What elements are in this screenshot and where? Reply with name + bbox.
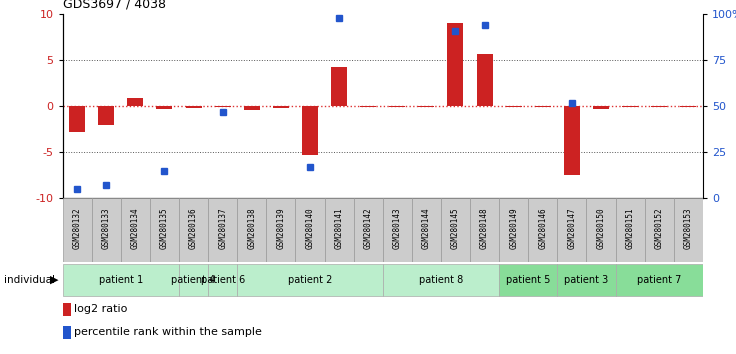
Bar (69, 106, 85, 132)
Text: patient 1: patient 1 (99, 275, 143, 285)
Text: patient 4: patient 4 (171, 275, 216, 285)
Bar (645, 198, 673, 262)
Bar (215, 106, 230, 107)
Bar (557, 264, 615, 296)
Bar (622, 106, 638, 107)
Text: GSM280146: GSM280146 (538, 208, 548, 250)
Bar (244, 106, 260, 110)
Bar (441, 198, 470, 262)
Text: GDS3697 / 4038: GDS3697 / 4038 (63, 0, 166, 11)
Text: GSM280140: GSM280140 (305, 208, 314, 250)
Text: GSM280142: GSM280142 (364, 208, 372, 250)
Text: individual: individual (4, 275, 54, 285)
Text: GSM280137: GSM280137 (218, 208, 227, 250)
Bar (273, 106, 289, 108)
Bar (470, 198, 499, 262)
Text: patient 2: patient 2 (288, 275, 332, 285)
Text: patient 8: patient 8 (419, 275, 463, 285)
Bar (477, 54, 492, 106)
Text: GSM280149: GSM280149 (509, 208, 518, 250)
Text: GSM280153: GSM280153 (684, 208, 693, 250)
Bar (651, 106, 668, 107)
Bar (63, 198, 92, 262)
Text: GSM280143: GSM280143 (393, 208, 402, 250)
Text: GSM280148: GSM280148 (480, 208, 489, 250)
Text: GSM280152: GSM280152 (655, 208, 664, 250)
Text: GSM280136: GSM280136 (189, 208, 198, 250)
Bar (63, 264, 179, 296)
Bar (353, 198, 383, 262)
Bar (383, 198, 412, 262)
Bar (528, 198, 557, 262)
Bar (331, 67, 347, 106)
Bar (383, 264, 499, 296)
Bar (92, 198, 121, 262)
Bar (237, 198, 266, 262)
Bar (121, 198, 150, 262)
Text: GSM280144: GSM280144 (422, 208, 431, 250)
Text: GSM280147: GSM280147 (567, 208, 576, 250)
Text: patient 3: patient 3 (565, 275, 609, 285)
Bar (680, 106, 696, 107)
Text: GSM280133: GSM280133 (102, 208, 110, 250)
Bar (673, 198, 703, 262)
Bar (63, 326, 71, 339)
Text: GSM280151: GSM280151 (626, 208, 634, 250)
Bar (157, 106, 172, 109)
Bar (325, 198, 353, 262)
Bar (499, 264, 557, 296)
Bar (557, 198, 587, 262)
Bar (360, 106, 376, 107)
Text: GSM280138: GSM280138 (247, 208, 256, 250)
Bar (208, 264, 237, 296)
Bar (208, 198, 237, 262)
Bar (615, 264, 703, 296)
Bar (506, 106, 522, 107)
Text: GSM280150: GSM280150 (596, 208, 606, 250)
Bar (295, 198, 325, 262)
Text: GSM280135: GSM280135 (160, 208, 169, 250)
Text: ▶: ▶ (50, 275, 59, 285)
Bar (185, 106, 202, 108)
Bar (150, 198, 179, 262)
Bar (499, 198, 528, 262)
Bar (237, 264, 383, 296)
Text: patient 7: patient 7 (637, 275, 682, 285)
Bar (412, 198, 441, 262)
Text: percentile rank within the sample: percentile rank within the sample (74, 327, 262, 337)
Bar (179, 264, 208, 296)
Text: GSM280145: GSM280145 (451, 208, 460, 250)
Bar (389, 106, 406, 107)
Bar (63, 303, 71, 316)
Text: GSM280139: GSM280139 (276, 208, 286, 250)
Text: GSM280141: GSM280141 (335, 208, 344, 250)
Bar (447, 23, 464, 106)
Text: log2 ratio: log2 ratio (74, 304, 127, 314)
Text: GSM280132: GSM280132 (73, 208, 82, 250)
Text: GSM280134: GSM280134 (131, 208, 140, 250)
Bar (564, 106, 580, 175)
Text: patient 6: patient 6 (200, 275, 245, 285)
Bar (127, 98, 144, 106)
Bar (302, 106, 318, 155)
Bar (418, 106, 434, 107)
Bar (593, 106, 609, 109)
Bar (179, 198, 208, 262)
Bar (587, 198, 615, 262)
Bar (98, 106, 114, 125)
Bar (615, 198, 645, 262)
Text: patient 5: patient 5 (506, 275, 551, 285)
Bar (535, 106, 551, 107)
Bar (266, 198, 295, 262)
